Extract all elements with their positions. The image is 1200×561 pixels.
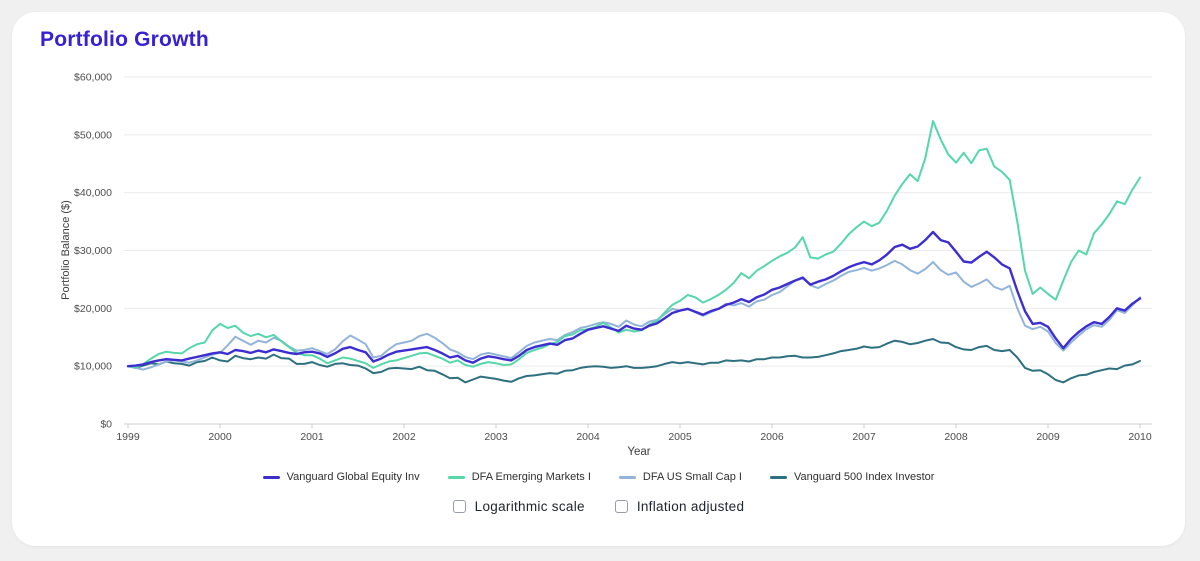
logarithmic-scale-checkbox-input[interactable] (452, 500, 466, 513)
legend-item-dfa-emerging-markets-i[interactable]: DFA Emerging Markets I (447, 471, 591, 483)
x-tick-label: 2007 (852, 431, 876, 443)
legend-swatch (447, 475, 465, 479)
x-tick-label: 2009 (1036, 431, 1060, 443)
legend-swatch (618, 475, 636, 479)
legend-swatch (262, 475, 280, 479)
x-tick-label: 2010 (1128, 431, 1152, 443)
x-tick-label: 2000 (208, 431, 232, 443)
portfolio-growth-card (12, 12, 1185, 546)
series-line-dfa-emerging-markets-i (127, 120, 1141, 369)
inflation-adjusted-checkbox[interactable]: Inflation adjusted (614, 499, 745, 514)
logarithmic-scale-label: Logarithmic scale (474, 499, 585, 514)
x-tick-label: 2008 (944, 431, 968, 443)
x-tick-label: 2003 (484, 431, 508, 443)
inflation-adjusted-label: Inflation adjusted (636, 499, 745, 514)
y-tick-label: $20,000 (74, 303, 112, 315)
x-tick-label: 2002 (392, 431, 416, 443)
legend-swatch (769, 475, 787, 479)
x-axis-title: Year (627, 446, 651, 458)
y-tick-label: $10,000 (74, 361, 112, 373)
x-tick-label: 2004 (576, 431, 600, 443)
series-line-vanguard-500-index-investor (127, 338, 1141, 384)
logarithmic-scale-checkbox[interactable]: Logarithmic scale (452, 499, 585, 514)
y-tick-label: $60,000 (74, 72, 112, 84)
x-tick-label: 2005 (668, 431, 692, 443)
legend-label: DFA Emerging Markets I (471, 471, 591, 483)
y-tick-label: $30,000 (74, 245, 112, 257)
series-line-vanguard-global-equity-inv (126, 230, 1142, 368)
legend-item-dfa-us-small-cap-i[interactable]: DFA US Small Cap I (618, 471, 742, 483)
x-tick-label: 2001 (300, 431, 324, 443)
x-tick-label: 2006 (760, 431, 784, 443)
legend-item-vanguard-global-equity-inv[interactable]: Vanguard Global Equity Inv (262, 471, 420, 483)
y-tick-label: $0 (100, 419, 112, 431)
legend-item-vanguard-500-index-investor[interactable]: Vanguard 500 Index Investor (769, 471, 935, 483)
page-title: Portfolio Growth (40, 28, 209, 51)
series-line-dfa-us-small-cap-i (127, 259, 1141, 371)
legend-label: Vanguard Global Equity Inv (286, 471, 420, 483)
y-tick-label: $40,000 (74, 187, 112, 199)
y-tick-label: $50,000 (74, 129, 112, 141)
inflation-adjusted-checkbox-input[interactable] (614, 500, 628, 513)
chart-legend: Vanguard Global Equity Inv DFA Emerging M… (12, 471, 1185, 483)
x-tick-label: 1999 (116, 431, 140, 443)
legend-label: Vanguard 500 Index Investor (793, 471, 935, 483)
y-axis-title: Portfolio Balance ($) (60, 200, 72, 300)
legend-label: DFA US Small Cap I (642, 471, 742, 483)
chart-options: Logarithmic scale Inflation adjusted (12, 499, 1185, 514)
